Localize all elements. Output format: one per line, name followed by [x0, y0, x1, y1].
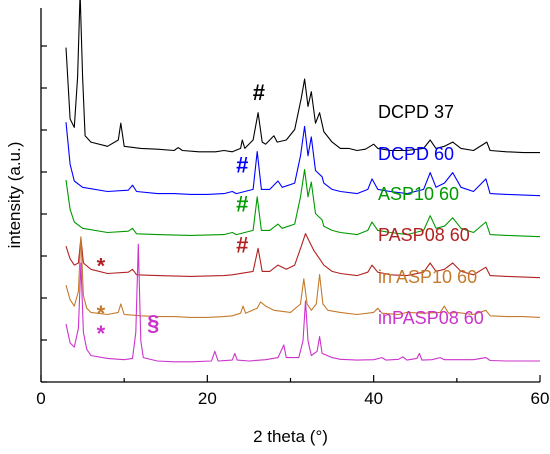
- peak-marker-5: *: [97, 254, 106, 279]
- x-axis-label: 2 theta (°): [253, 427, 328, 446]
- peak-marker-2: #: [236, 153, 248, 178]
- series-label-5: inPASP08 60: [378, 308, 484, 328]
- series-line-4: [65, 236, 541, 318]
- series-line-2: [65, 168, 541, 238]
- peak-marker-6: *: [97, 301, 106, 326]
- series-line-0: [65, 0, 540, 154]
- series-line-3: [65, 233, 541, 279]
- y-axis-label: intensity (a.u.): [5, 142, 24, 249]
- peak-marker-4: #: [236, 233, 248, 258]
- x-tick-label: 20: [198, 389, 217, 408]
- x-tick-label: 0: [36, 389, 45, 408]
- series-curves: [65, 0, 541, 363]
- peak-marker-0: *: [93, 0, 102, 6]
- x-ticks: 0 20 40 60: [36, 375, 549, 408]
- peak-marker-1: #: [253, 80, 265, 105]
- peak-annotations: *####***§: [93, 0, 265, 346]
- series-line-5: [65, 243, 540, 363]
- peak-marker-8: §: [147, 310, 159, 335]
- series-label-3: PASP08 60: [378, 225, 470, 245]
- series-label-1: DCPD 60: [378, 144, 454, 164]
- peak-marker-3: #: [236, 192, 248, 217]
- peak-marker-7: *: [97, 321, 106, 346]
- x-tick-label: 40: [364, 389, 383, 408]
- series-labels: DCPD 37 DCPD 60 ASP10 60 PASP08 60 in ASP10 …: [378, 102, 484, 328]
- y-ticks: [41, 45, 47, 383]
- series-label-0: DCPD 37: [378, 102, 454, 122]
- x-tick-label: 60: [531, 389, 550, 408]
- series-label-4: in ASP10 60: [378, 267, 477, 287]
- series-line-1: [65, 122, 541, 197]
- series-label-2: ASP10 60: [378, 184, 459, 204]
